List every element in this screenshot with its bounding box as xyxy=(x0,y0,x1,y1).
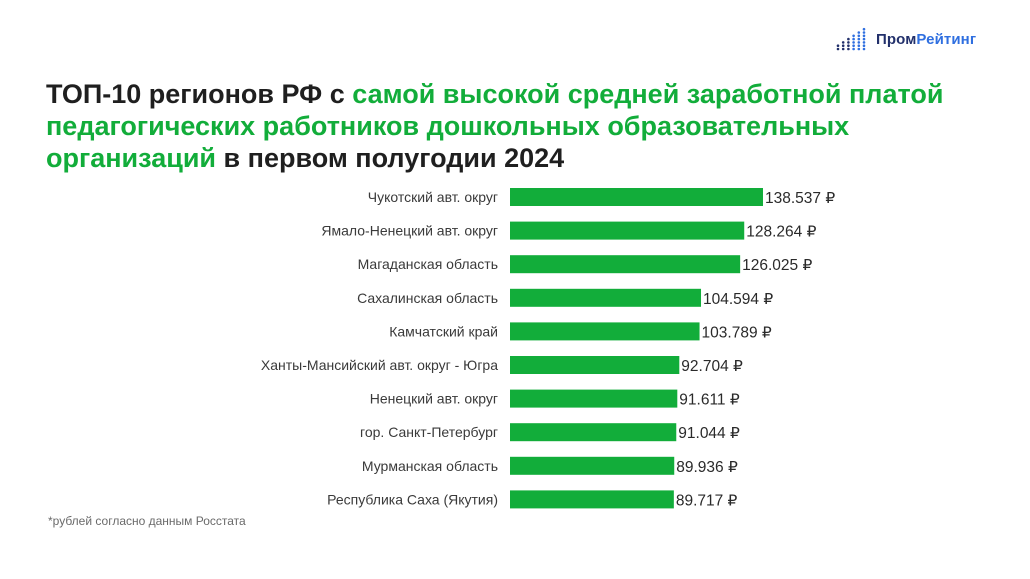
category-label: Сахалинская область xyxy=(357,290,498,306)
brand-name-part2: Рейтинг xyxy=(916,30,977,48)
brand-logo: ПромРейтинг xyxy=(836,26,976,52)
value-label: 92.704 ₽ xyxy=(681,358,743,375)
category-label: Ненецкий авт. округ xyxy=(370,391,498,407)
category-label: Ямало-Ненецкий авт. округ xyxy=(321,223,498,239)
bar xyxy=(510,490,674,509)
dot-bars-logo-icon xyxy=(836,27,866,51)
value-label: 91.611 ₽ xyxy=(679,392,740,409)
bar xyxy=(510,456,675,475)
bar xyxy=(510,423,677,442)
bar xyxy=(510,356,680,374)
footnote: *рублей согласно данным Росстата xyxy=(48,514,246,528)
category-label: Ханты-Мансийский авт. округ - Югра xyxy=(261,357,498,373)
category-label: Республика Саха (Якутия) xyxy=(327,491,498,507)
chart-title: ТОП-10 регионов РФ с самой высокой средн… xyxy=(46,78,986,174)
category-label: Мурманская область xyxy=(362,458,498,474)
bar xyxy=(510,288,702,307)
value-label: 89.717 ₽ xyxy=(676,492,738,509)
value-label: 138.537 ₽ xyxy=(765,190,835,207)
bar xyxy=(510,221,745,240)
brand-name: ПромРейтинг xyxy=(876,31,976,48)
value-label: 91.044 ₽ xyxy=(678,425,740,442)
value-label: 103.789 ₽ xyxy=(702,324,772,341)
chart-title-part1: ТОП-10 регионов РФ с xyxy=(46,79,353,109)
bar xyxy=(510,322,700,341)
value-label: 128.264 ₽ xyxy=(746,224,816,241)
bar xyxy=(510,255,741,274)
bar xyxy=(510,389,678,408)
value-label: 104.594 ₽ xyxy=(703,291,773,308)
value-label: 126.025 ₽ xyxy=(742,257,812,274)
category-label: Чукотский авт. округ xyxy=(368,189,498,205)
category-label: Камчатский край xyxy=(389,323,498,339)
value-label: 89.936 ₽ xyxy=(676,459,738,476)
chart-title-highlight: самой высокой средней заработной платой … xyxy=(46,79,944,173)
chart-title-part2: в первом полугодии 2024 xyxy=(216,143,565,173)
category-label: гор. Санкт-Петербург xyxy=(360,424,498,440)
brand-name-part1: Пром xyxy=(876,30,917,48)
bar xyxy=(510,188,763,206)
category-label: Магаданская область xyxy=(358,256,498,272)
